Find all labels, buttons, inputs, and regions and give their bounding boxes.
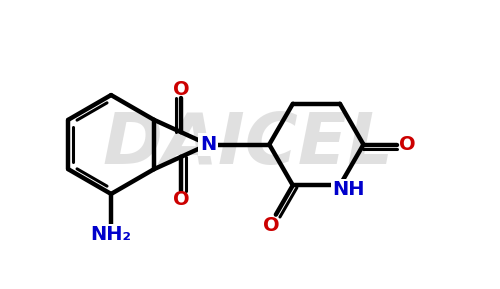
Text: O: O [400,135,416,154]
Text: DAICEL: DAICEL [102,110,393,179]
Text: O: O [172,190,190,209]
Text: N: N [200,135,216,154]
Text: NH₂: NH₂ [90,225,132,244]
Text: O: O [172,80,190,99]
Text: O: O [263,216,280,234]
Text: NH: NH [332,181,364,199]
